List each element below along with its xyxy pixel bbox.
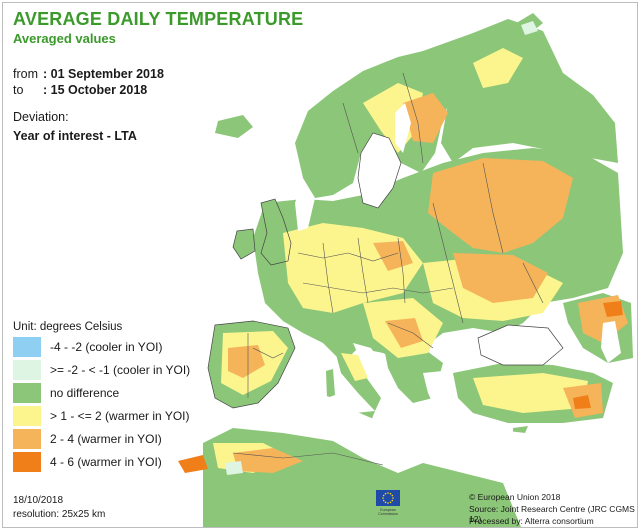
- anomaly-darkorange-morocco: [178, 455, 208, 473]
- legend-swatch: [13, 452, 41, 472]
- legend-swatch: [13, 383, 41, 403]
- map-subtitle: Averaged values: [13, 31, 116, 46]
- eu-star: [391, 494, 394, 497]
- iceland: [215, 115, 253, 138]
- eu-star: [384, 492, 387, 495]
- adriatic-sea: [353, 343, 388, 378]
- borders: [232, 72, 544, 466]
- deviation-label: Deviation:: [13, 110, 69, 124]
- coastlines: [207, 132, 564, 409]
- legend-swatch: [13, 429, 41, 449]
- anomaly-orange-iberia: [228, 345, 265, 378]
- legend-item: no difference: [13, 383, 122, 406]
- processed-by: Processed by: Alterra consortium: [469, 516, 594, 526]
- baltic-sea: [358, 133, 401, 208]
- legend-item: 4 - 6 (warmer in YOI): [13, 452, 162, 475]
- copyright: © European Union 2018: [469, 492, 561, 502]
- eu-star: [382, 499, 385, 502]
- issue-date: 18/10/2018: [13, 495, 64, 506]
- anomaly-orange-poland: [373, 241, 413, 271]
- legend-item: > 1 - <= 2 (warmer in YOI): [13, 406, 190, 429]
- anomaly-orange-africa: [233, 448, 303, 473]
- anomaly-orange-russia: [428, 158, 573, 253]
- europe-map: [178, 13, 633, 527]
- source: Source: Joint Research Centre (JRC CGMS …: [469, 504, 635, 524]
- legend-item: -4 - -2 (cooler in YOI): [13, 337, 162, 360]
- legend: Unit: degrees Celsius -4 - -2 (cooler in…: [13, 321, 190, 475]
- eu-star: [387, 502, 389, 504]
- logo-caption-1: European: [380, 508, 396, 512]
- map-title: AVERAGE DAILY TEMPERATURE: [13, 9, 304, 29]
- legend-swatch: [13, 337, 41, 357]
- legend-item: 2 - 4 (warmer in YOI): [13, 429, 162, 452]
- legend-label: 2 - 4 (warmer in YOI): [50, 432, 162, 446]
- to-label: to: [13, 83, 24, 97]
- caspian-sea: [601, 321, 621, 363]
- legend-label: 4 - 6 (warmer in YOI): [50, 455, 162, 469]
- legend-label: -4 - -2 (cooler in YOI): [50, 340, 163, 354]
- legend-label: >= -2 - < -1 (cooler in YOI): [50, 363, 191, 377]
- anomaly-cool-arctic: [521, 21, 538, 35]
- great-britain: [261, 199, 291, 265]
- comparison-label: Year of interest - LTA: [13, 129, 137, 143]
- legend-label: > 1 - <= 2 (warmer in YOI): [50, 409, 190, 423]
- period-from: from : 01 September 2018: [13, 67, 164, 81]
- anomaly-orange-finland: [403, 93, 448, 143]
- eu-star: [382, 494, 385, 497]
- eu-star: [384, 501, 387, 504]
- to-date: : 15 October 2018: [43, 83, 148, 97]
- anomaly-layers: [178, 21, 628, 475]
- eu-star: [391, 499, 394, 502]
- eu-star: [387, 492, 389, 494]
- legend-items: -4 - -2 (cooler in YOI) >= -2 - < -1 (coo…: [13, 337, 190, 475]
- anomaly-cool-africa: [225, 461, 243, 475]
- anomaly-yellow-scandinavia: [363, 83, 423, 153]
- anomaly-darkorange-caucasus: [603, 301, 623, 317]
- corsica-sardinia: [326, 369, 335, 398]
- black-sea: [478, 325, 563, 365]
- resolution: resolution: 25x25 km: [13, 509, 106, 520]
- cyprus: [513, 426, 528, 433]
- eu-star: [389, 492, 392, 495]
- mediterranean-sea: [253, 383, 543, 468]
- european-commission-logo: European Commission: [376, 490, 400, 516]
- from-label: from: [13, 67, 38, 81]
- finland-russia-north: [423, 19, 618, 163]
- period-to: to : 15 October 2018: [13, 83, 147, 97]
- ireland: [233, 229, 255, 259]
- from-date: : 01 September 2018: [43, 67, 164, 81]
- scandinavia: [295, 51, 455, 198]
- seas: [253, 103, 621, 468]
- gulf-of-bothnia: [395, 103, 411, 153]
- anomaly-darkorange-turkey: [573, 395, 591, 409]
- legend-item: >= -2 - < -1 (cooler in YOI): [13, 360, 190, 383]
- logo-caption-2: Commission: [378, 512, 398, 516]
- legend-label: no difference: [50, 386, 120, 400]
- eu-star: [389, 501, 392, 504]
- legend-swatch: [13, 360, 41, 380]
- anomaly-yellow-italy: [341, 353, 368, 381]
- legend-unit: Unit: degrees Celsius: [13, 321, 123, 333]
- eu-star: [392, 497, 394, 499]
- legend-swatch: [13, 406, 41, 426]
- aegean-sea: [423, 371, 451, 408]
- anomaly-yellow-north: [473, 48, 523, 88]
- north-sea: [295, 179, 315, 231]
- eu-star: [382, 497, 384, 499]
- anomaly-yellow-turkey: [473, 373, 588, 413]
